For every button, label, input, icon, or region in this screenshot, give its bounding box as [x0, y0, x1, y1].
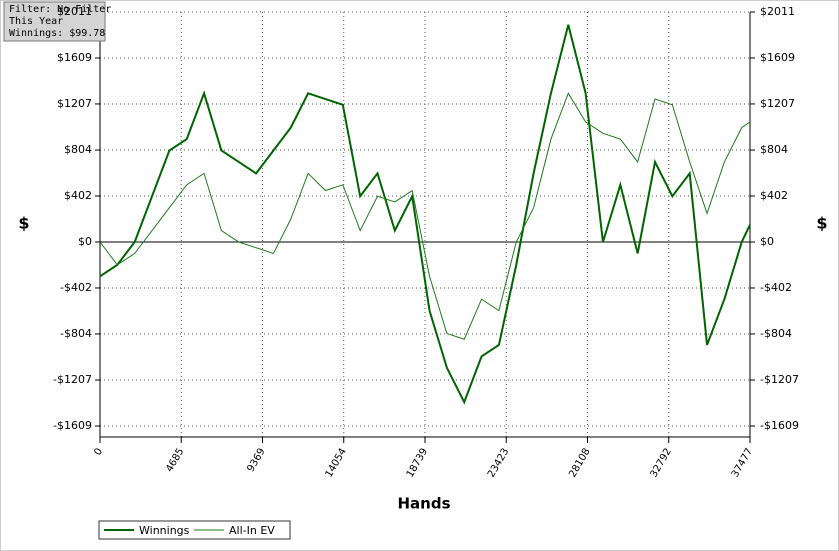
- y2-tick-label: $2011: [760, 5, 795, 18]
- series-line: [99, 92, 751, 340]
- legend-items: Winnings All-In EV: [104, 524, 275, 537]
- y-tick-label: -$1609: [53, 419, 92, 432]
- y2-tick-label: $804: [760, 143, 788, 156]
- series-line: [99, 24, 751, 405]
- legend-label: All-In EV: [229, 524, 275, 537]
- y-tick-label: $402: [64, 189, 92, 202]
- info-line: Filter: No Filter: [9, 4, 111, 15]
- info-box: [3, 1, 106, 42]
- y2-tick-label: -$1207: [760, 373, 799, 386]
- y-tick-label: $1207: [57, 97, 92, 110]
- y2-tick-label: $0: [760, 235, 774, 248]
- y-tick-label: $0: [78, 235, 92, 248]
- plot: [95, 11, 755, 443]
- y2-tick-label: $1207: [760, 97, 795, 110]
- y-tick-label: -$804: [60, 327, 92, 340]
- y2-tick-label: -$402: [760, 281, 792, 294]
- y2-tick-label: $402: [760, 189, 788, 202]
- y-tick-label: $1609: [57, 51, 92, 64]
- y-tick-label: $2011: [57, 5, 92, 18]
- y-axis-label: $: [18, 214, 29, 233]
- y2-axis-label: $: [816, 214, 827, 233]
- y2-tick-label: -$804: [760, 327, 792, 340]
- x-axis-label: Hands: [397, 495, 450, 513]
- x-tick-label: 0: [92, 447, 105, 458]
- y-tick-label: $804: [64, 143, 92, 156]
- y-tick-label: -$402: [60, 281, 92, 294]
- y2-tick-label: $1609: [760, 51, 795, 64]
- y-tick-label: -$1207: [53, 373, 92, 386]
- y2-tick-label: -$1609: [760, 419, 799, 432]
- info-line: This Year: [9, 16, 63, 27]
- info-line: Winnings: $99.78: [9, 28, 105, 39]
- legend-label: Winnings: [139, 524, 190, 537]
